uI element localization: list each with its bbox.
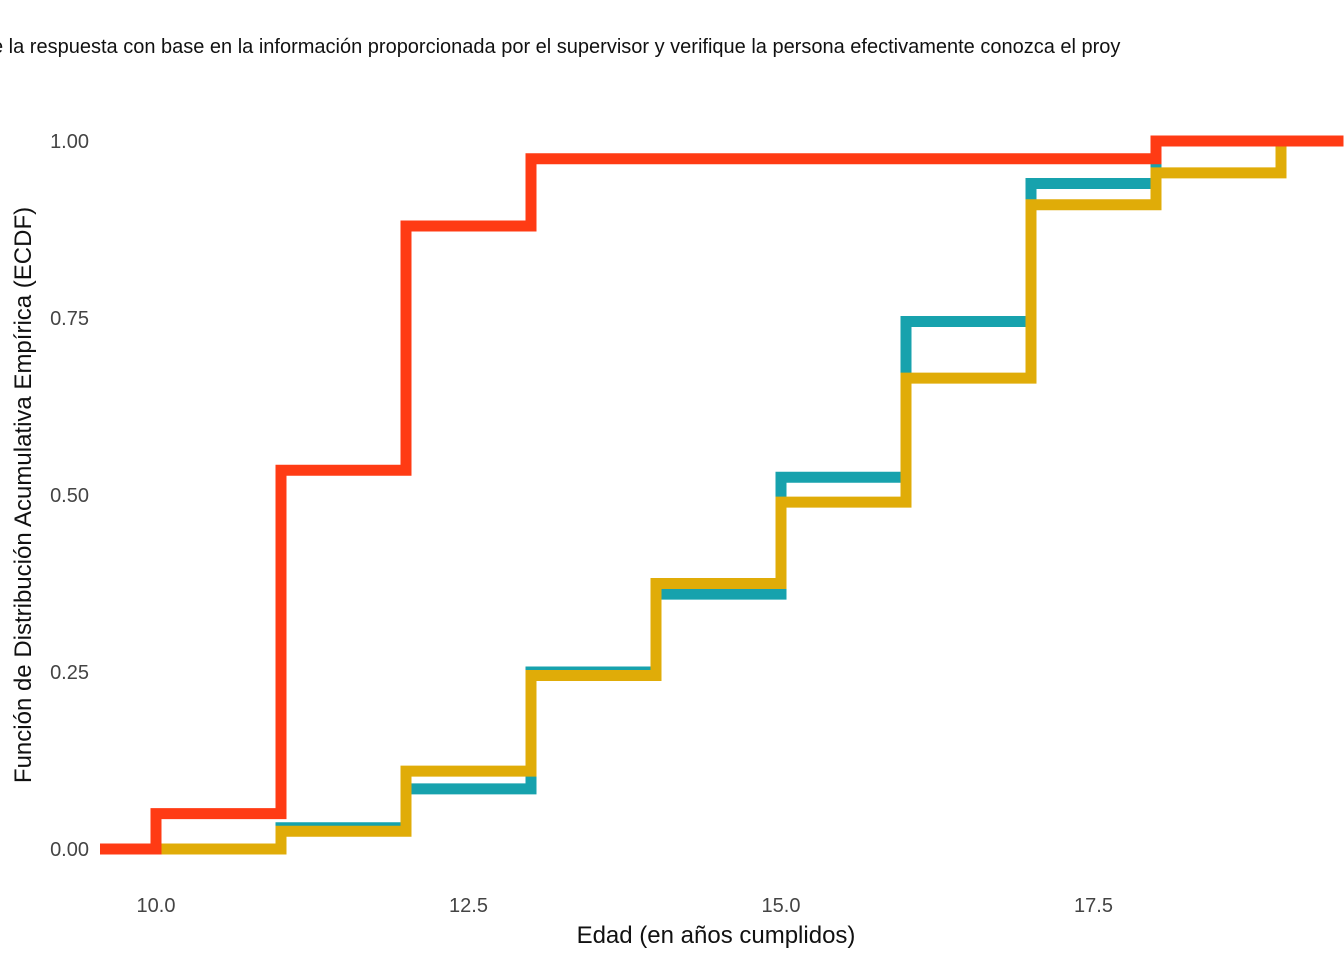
y-tick-label: 0.25 [50,662,89,684]
y-tick-label: 0.00 [50,839,89,861]
ecdf-series-line-3 [100,135,1344,855]
x-tick-label: 15.0 [762,895,801,917]
x-axis-title: Edad (en años cumplidos) [577,922,856,949]
y-tick-label: 1.00 [50,131,89,153]
y-tick-label: 0.75 [50,308,89,330]
ecdf-series-line-2 [106,135,1344,855]
series-layer [100,135,1344,855]
y-axis-title: Función de Distribución Acumulativa Empí… [10,207,37,783]
x-tick-label: 10.0 [137,895,176,917]
x-tick-label: 12.5 [449,895,488,917]
y-axis: 0.00 0.25 0.50 0.75 1.00 [50,131,89,861]
ecdf-series-line-1 [106,135,1344,855]
y-tick-label: 0.50 [50,485,89,507]
x-tick-label: 17.5 [1074,895,1113,917]
chart-subtitle: e la respuesta con base en la informació… [0,36,1344,66]
x-axis: 10.0 12.5 15.0 17.5 [137,895,1113,917]
chart-subtitle-text: e la respuesta con base en la informació… [0,36,1121,58]
